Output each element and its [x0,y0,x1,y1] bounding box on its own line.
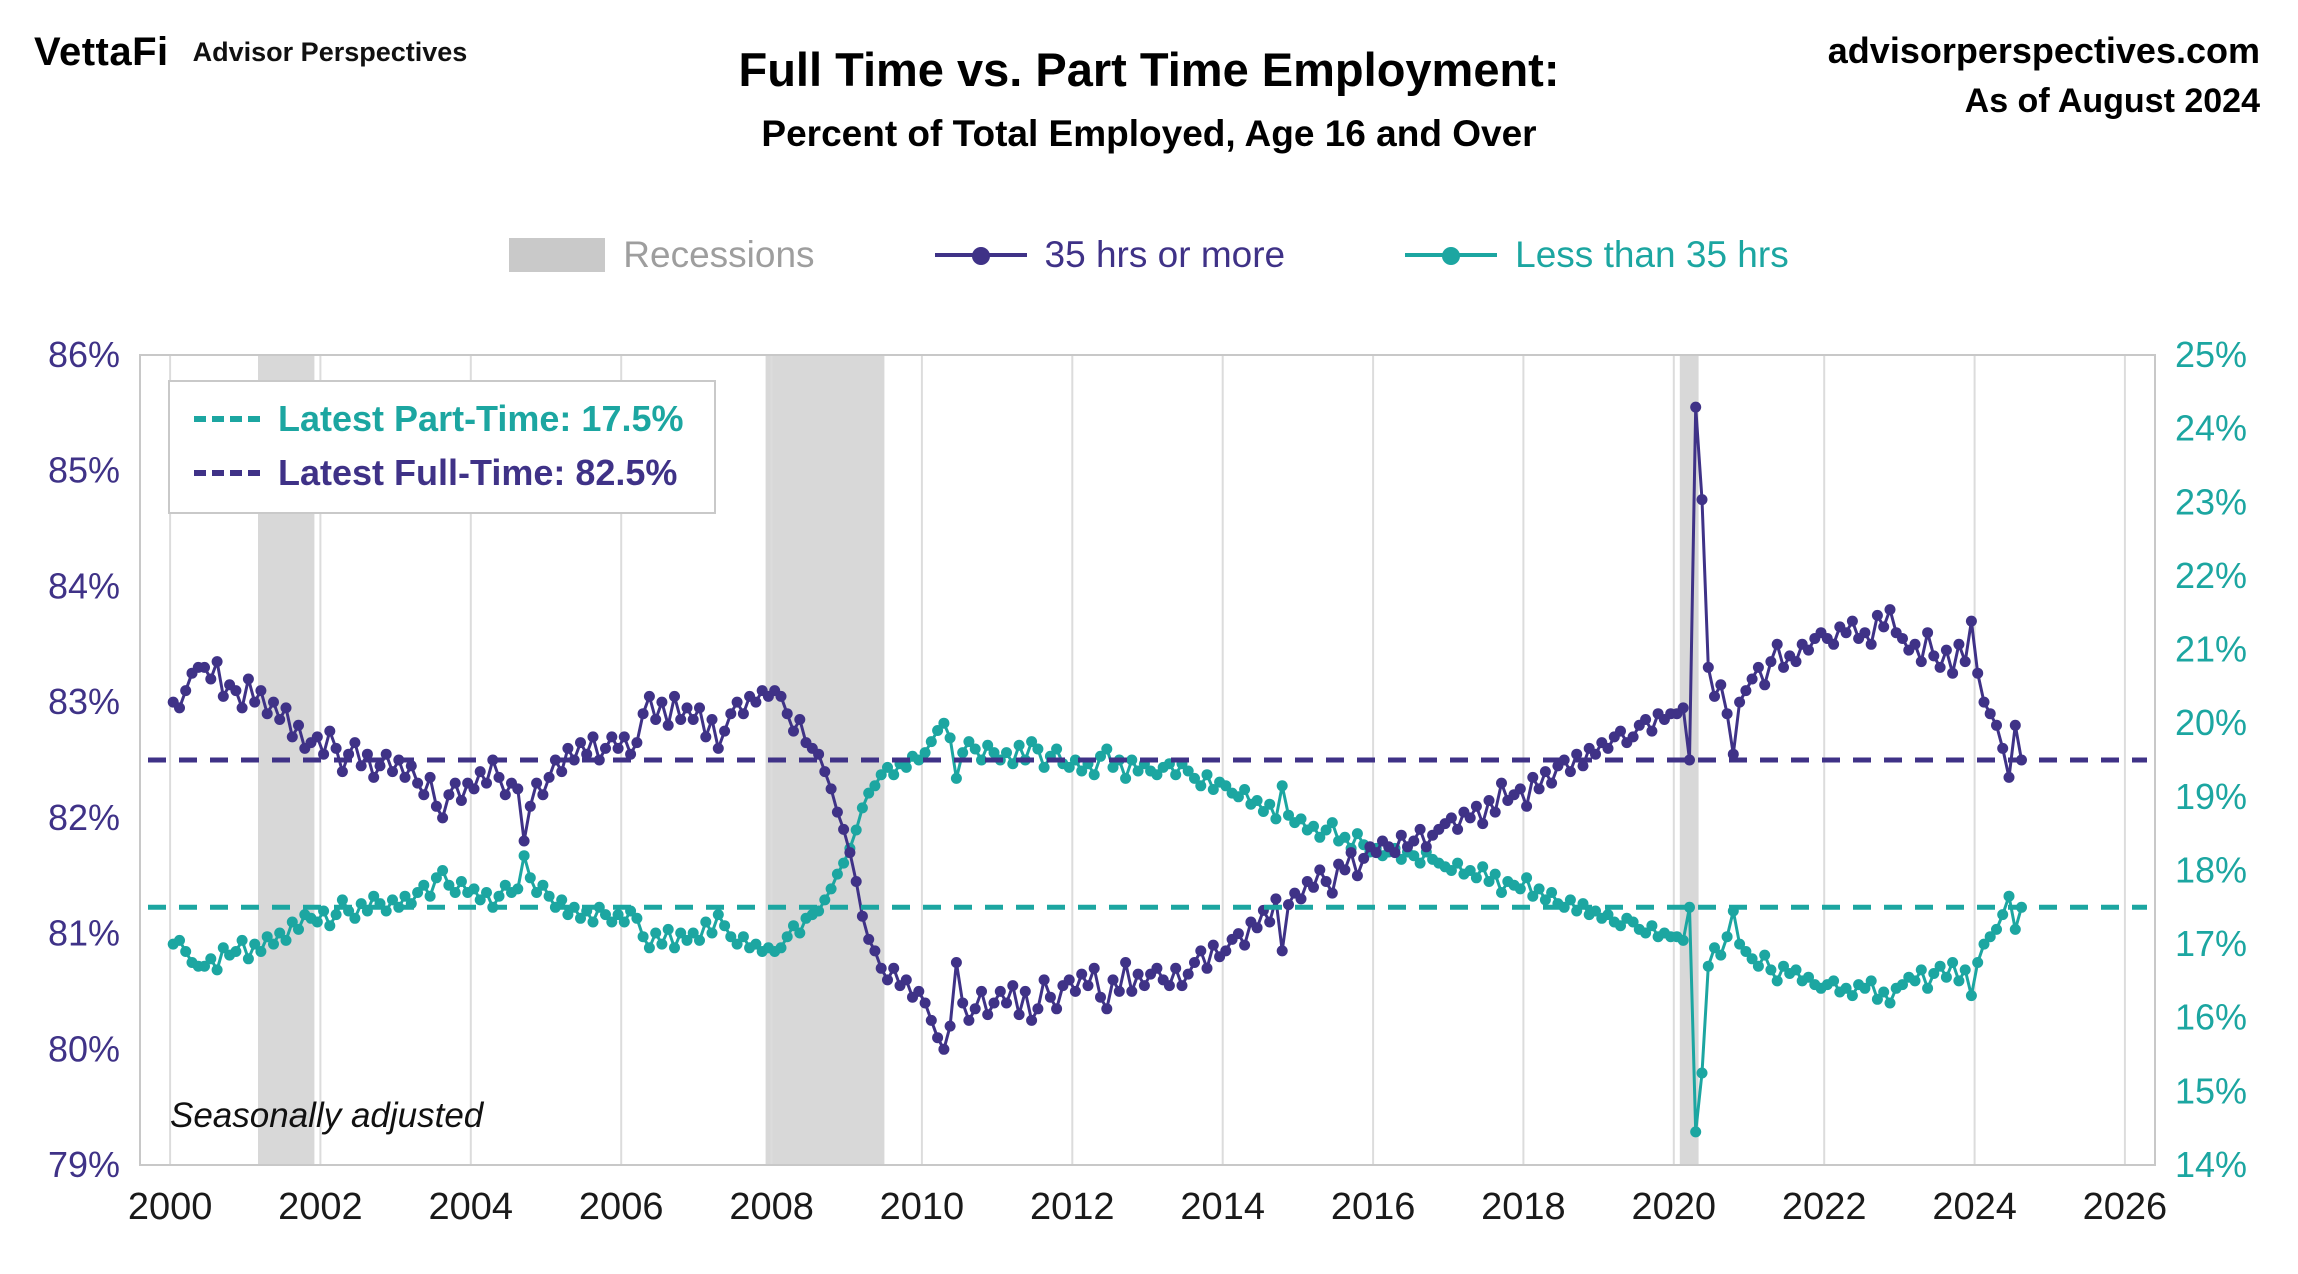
svg-text:81%: 81% [48,913,120,954]
legend-label-full-time: 35 hrs or more [1044,234,1286,275]
svg-text:2002: 2002 [278,1186,363,1228]
svg-text:2016: 2016 [1331,1186,1416,1228]
svg-text:2010: 2010 [880,1186,965,1228]
brand: VettaFi Advisor Perspectives [34,30,467,75]
legend-label-recessions: Recessions [623,234,815,275]
brand-subtitle: Advisor Perspectives [192,37,468,67]
svg-text:19%: 19% [2175,776,2247,817]
svg-text:20%: 20% [2175,702,2247,743]
svg-text:18%: 18% [2175,850,2247,891]
svg-text:2000: 2000 [128,1186,213,1228]
svg-text:2026: 2026 [2083,1186,2168,1228]
svg-text:14%: 14% [2175,1144,2247,1185]
svg-text:2018: 2018 [1481,1186,1566,1228]
svg-text:16%: 16% [2175,997,2247,1038]
svg-text:2020: 2020 [1632,1186,1717,1228]
vettafi-logo: VettaFi [34,30,169,74]
part-time-line-marker [1405,253,1498,257]
as-of-date: As of August 2024 [1964,82,2260,120]
svg-text:17%: 17% [2175,923,2247,964]
chart-plot: 79% 80% 81% 82% 83% 84% 85% 86% 14% 15% 16% 17% 18% 1… [48,334,2247,1228]
source-block: advisorperspectives.com As of August 202… [1828,30,2260,121]
svg-text:79%: 79% [48,1144,120,1185]
svg-text:85%: 85% [48,450,120,491]
legend-label-part-time: Less than 35 hrs [1515,234,1789,275]
latest-part-time-label: Latest Part-Time: 17.5% [278,398,684,439]
svg-text:2022: 2022 [1782,1186,1867,1228]
svg-text:23%: 23% [2175,481,2247,522]
latest-full-time-row: Latest Full-Time: 82.5% [194,452,684,494]
svg-text:2024: 2024 [1932,1186,2017,1228]
full-time-dash-sample [194,470,260,476]
latest-full-time-label: Latest Full-Time: 82.5% [278,452,678,493]
latest-part-time-row: Latest Part-Time: 17.5% [194,398,684,440]
legend-item-part-time: Less than 35 hrs [1405,234,1789,276]
svg-text:25%: 25% [2175,334,2247,375]
svg-text:2014: 2014 [1180,1186,1265,1228]
legend: Recessions 35 hrs or more Less than 35 h… [0,234,2298,276]
seasonally-adjusted-note: Seasonally adjusted [170,1096,484,1135]
svg-text:24%: 24% [2175,408,2247,449]
svg-text:80%: 80% [48,1028,120,1069]
svg-text:86%: 86% [48,334,120,375]
svg-text:2004: 2004 [429,1186,514,1228]
recession-swatch [509,238,606,272]
latest-values-box: Latest Part-Time: 17.5% Latest Full-Time… [168,380,716,514]
svg-text:21%: 21% [2175,629,2247,670]
full-time-line-marker [934,253,1027,257]
svg-text:2012: 2012 [1030,1186,1115,1228]
svg-text:82%: 82% [48,797,120,838]
svg-text:2006: 2006 [579,1186,664,1228]
source-site: advisorperspectives.com [1827,30,2260,71]
svg-text:83%: 83% [48,681,120,722]
legend-item-recessions: Recessions [509,234,815,276]
part-time-dash-sample [194,416,260,422]
svg-text:2008: 2008 [729,1186,814,1228]
svg-text:84%: 84% [48,565,120,606]
legend-item-full-time: 35 hrs or more [934,234,1286,276]
svg-text:15%: 15% [2175,1070,2247,1111]
svg-text:22%: 22% [2175,555,2247,596]
